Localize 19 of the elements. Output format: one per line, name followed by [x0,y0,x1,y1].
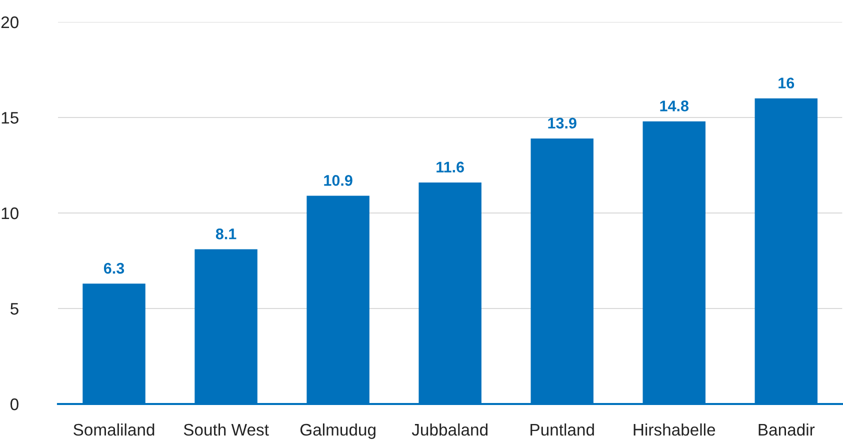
y-tick-label: 10 [2,207,18,220]
data-label: 10.9 [324,175,352,186]
x-tick-label: Puntland [530,423,594,436]
x-tick-label: Somaliland [74,423,154,436]
x-tick-label: South West [184,423,269,436]
data-label: 13.9 [548,118,576,129]
data-label: 6.3 [104,262,124,274]
y-tick-label: 20 [1,16,18,28]
y-tick-label: 5 [10,303,18,315]
x-tick-label: Banadir [758,423,815,436]
data-label: 11.6 [436,162,464,172]
x-tick-label: Jubbaland [412,423,488,436]
x-tick-label: Galmudug [300,423,376,439]
data-label: 16 [778,78,794,88]
data-label: 8.1 [216,228,236,240]
x-tick-label: Hirshabelle [634,423,716,436]
data-label: 14.8 [660,100,689,112]
y-tick-label: 0 [10,398,18,410]
y-tick-label: 15 [2,112,18,124]
